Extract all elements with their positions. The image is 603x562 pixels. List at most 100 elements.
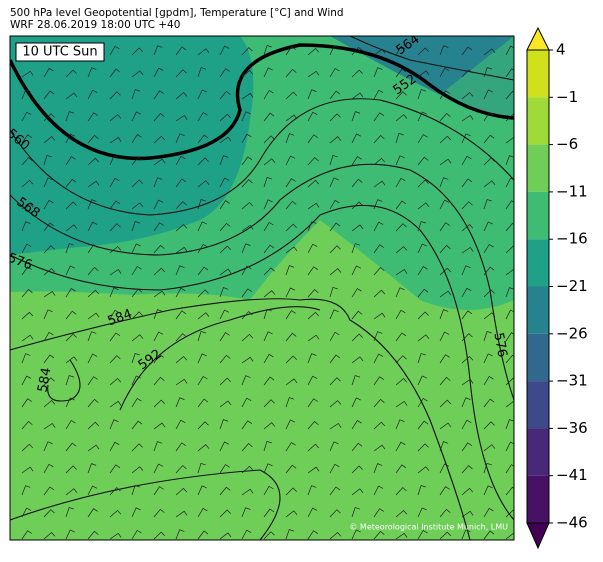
wind-barb (461, 510, 474, 518)
wind-barb (87, 353, 98, 364)
wind-barb (373, 463, 383, 474)
wind-barb (131, 243, 141, 254)
wind-barb (109, 177, 120, 188)
wind-barb (285, 265, 295, 276)
wind-barb (285, 246, 298, 254)
wind-barb (263, 531, 275, 540)
wind-barb (307, 70, 320, 78)
wind-barb (285, 200, 297, 210)
wind-barb (21, 311, 34, 320)
wind-barb (109, 200, 121, 210)
wind-barb (351, 243, 361, 254)
wind-barb (175, 310, 187, 320)
map-frame (9, 35, 515, 541)
wind-barb (373, 421, 386, 430)
wind-barb (219, 377, 231, 386)
wind-barb (417, 156, 429, 166)
wind-barb (439, 45, 449, 56)
wind-barb (351, 420, 362, 430)
wind-barb (285, 464, 297, 474)
wind-barb (417, 529, 428, 540)
wind-barb (395, 200, 407, 210)
wind-barb (241, 375, 251, 386)
wind-barb (197, 398, 209, 408)
wind-barb (43, 309, 53, 320)
wind-barb (175, 201, 187, 210)
wind-barb (395, 419, 405, 430)
wind-barb (263, 221, 274, 232)
wind-barb (263, 376, 275, 386)
wind-barb (395, 309, 406, 320)
wind-barb (153, 331, 164, 342)
wind-barb (307, 420, 319, 430)
wind-barb (87, 157, 100, 166)
wind-barb (395, 68, 407, 78)
wind-barb (329, 177, 339, 188)
color-band (527, 144, 549, 192)
wind-barb (505, 354, 514, 364)
wind-barb (87, 199, 97, 210)
subtitle: WRF 28.06.2019 18:00 UTC +40 (10, 19, 180, 31)
wind-barb (439, 222, 450, 232)
wind-barb (285, 419, 296, 430)
wind-barb (351, 69, 363, 78)
wind-barb (461, 92, 474, 100)
wind-barb (197, 530, 209, 540)
wind-barb (439, 376, 451, 386)
wind-barb (241, 265, 252, 276)
wind-barb (21, 334, 34, 342)
wind-barb (87, 244, 98, 254)
wind-barb (219, 419, 229, 430)
wind-barb (241, 47, 253, 56)
wind-barb (373, 221, 384, 232)
colorbar-tick-label: −46 (556, 514, 588, 532)
wind-barb (373, 199, 383, 210)
wind-barb (153, 90, 164, 100)
wind-barb (285, 397, 295, 408)
wind-barb (263, 158, 276, 166)
wind-barb (65, 333, 77, 342)
wind-barbs (21, 45, 514, 540)
wind-barb (461, 378, 474, 386)
wind-barb (219, 45, 230, 56)
wind-barb (329, 286, 338, 298)
wind-barb (131, 334, 144, 342)
wind-barb (219, 68, 230, 78)
wind-barb (483, 67, 493, 78)
wind-barb (263, 89, 274, 100)
wind-barb (219, 509, 231, 518)
wind-barb (483, 353, 493, 364)
wind-barb (373, 244, 384, 254)
wind-barb (175, 133, 185, 144)
wind-barb (373, 508, 384, 518)
wind-barb (241, 224, 254, 232)
wind-barb (351, 224, 364, 232)
wind-barb (461, 46, 473, 56)
wind-barb (131, 266, 142, 276)
wind-barb (43, 222, 55, 232)
wind-barb (351, 397, 361, 408)
contour (10, 469, 281, 540)
wind-barb (109, 223, 121, 232)
wind-barb (131, 70, 144, 78)
wind-barb (505, 222, 514, 232)
wind-barb (131, 529, 142, 540)
wind-barb (43, 400, 56, 408)
wind-barb (87, 180, 100, 188)
wind-barb (109, 287, 119, 298)
wind-barb (87, 312, 100, 320)
wind-barb (483, 485, 493, 496)
wind-barb (175, 223, 188, 232)
wind-barb (131, 89, 141, 100)
wind-barb (131, 221, 141, 232)
wind-barb (219, 245, 231, 254)
wind-barb (131, 443, 143, 452)
wind-barb (329, 67, 340, 78)
contour (10, 163, 514, 401)
wind-barb (461, 178, 473, 188)
wind-barb (197, 507, 208, 518)
wind-barb (175, 355, 188, 364)
wind-barb (175, 397, 185, 408)
color-band (527, 475, 549, 523)
